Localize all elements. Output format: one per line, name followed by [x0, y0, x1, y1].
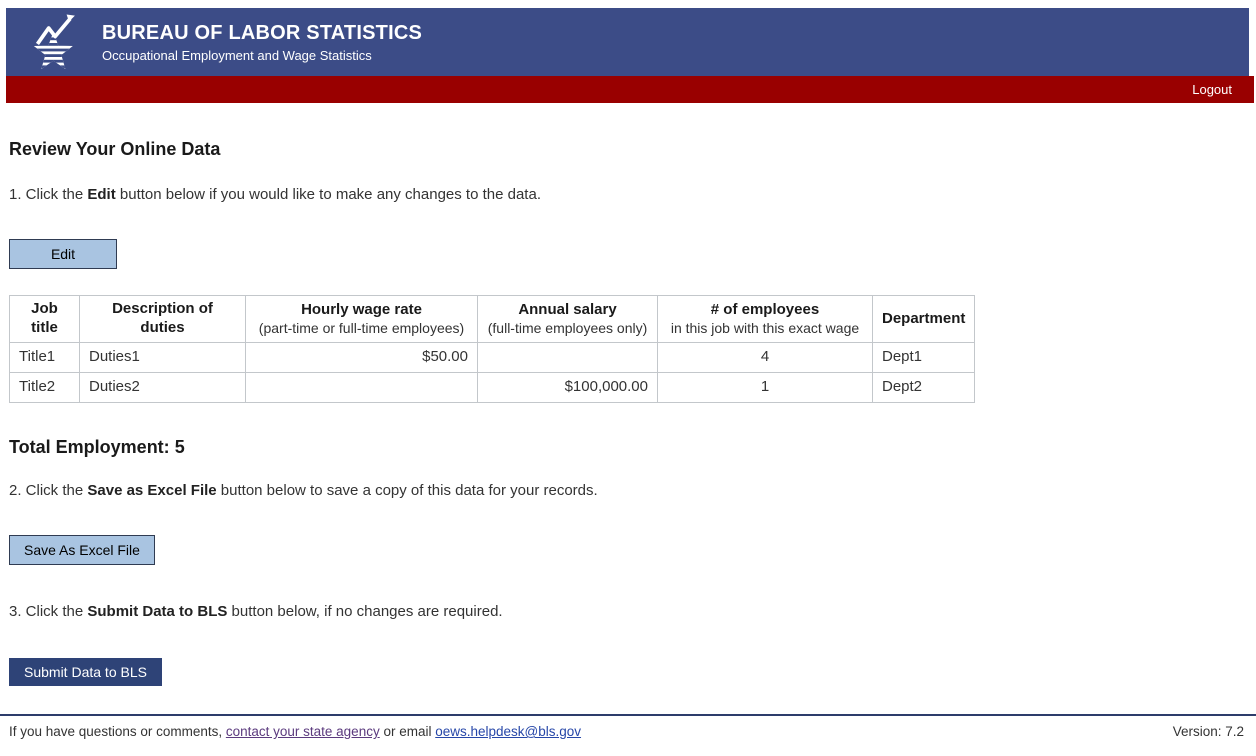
cell-department: Dept1: [871, 342, 976, 373]
bls-header: BUREAU OF LABOR STATISTICS Occupational …: [6, 8, 1249, 76]
col-header-num-employees: # of employees in this job with this exac…: [657, 295, 873, 343]
top-banner: BUREAU OF LABOR STATISTICS Occupational …: [6, 8, 1254, 103]
page-title: Review Your Online Data: [9, 139, 221, 159]
step-3-instruction: 3. Click the Submit Data to BLS button b…: [9, 603, 1247, 620]
step-3-prefix: 3. Click the: [9, 603, 88, 620]
cell-hourly-wage: $50.00: [245, 342, 478, 373]
utility-bar: Logout: [6, 76, 1254, 103]
step-3-bold: Submit Data to BLS: [87, 603, 228, 620]
col-header-annual-salary: Annual salary (full-time employees only): [477, 295, 658, 343]
step-2-prefix: 2. Click the: [9, 482, 88, 499]
cell-num-employees: 4: [657, 342, 873, 373]
step-1-bold: Edit: [87, 186, 116, 203]
footer-middle: or email: [379, 724, 436, 739]
site-subtitle: Occupational Employment and Wage Statist…: [102, 47, 372, 63]
page-footer: If you have questions or comments, conta…: [0, 714, 1256, 739]
header-titles: BUREAU OF LABOR STATISTICS Occupational …: [102, 22, 422, 63]
version-label: Version: 7.2: [1172, 724, 1244, 739]
step-1-instruction: 1. Click the Edit button below if you wo…: [9, 186, 1247, 203]
site-title: BUREAU OF LABOR STATISTICS: [102, 21, 423, 44]
step-2-bold: Save as Excel File: [87, 482, 217, 499]
col-header-department: Department: [871, 295, 976, 343]
table-row: Title2 Duties2 $100,000.00 1 Dept2: [9, 372, 976, 403]
col-header-description: Description of duties: [79, 295, 246, 343]
footer-prefix: If you have questions or comments,: [9, 724, 226, 739]
cell-job-title: Title2: [9, 372, 80, 403]
logout-link[interactable]: Logout: [1192, 82, 1232, 97]
helpdesk-email-link[interactable]: oews.helpdesk@bls.gov: [435, 724, 582, 739]
total-employment: Total Employment: 5: [9, 437, 1247, 458]
cell-annual-salary: $100,000.00: [477, 372, 658, 403]
step-3-suffix: button below, if no changes are required…: [227, 603, 503, 620]
bls-star-logo-icon: [30, 12, 86, 74]
footer-help-text: If you have questions or comments, conta…: [9, 724, 581, 739]
total-employment-value: 5: [174, 437, 185, 457]
cell-description: Duties1: [79, 342, 246, 373]
save-as-excel-button[interactable]: Save As Excel File: [9, 535, 155, 565]
cell-description: Duties2: [79, 372, 246, 403]
total-employment-label: Total Employment:: [9, 437, 170, 457]
edit-button[interactable]: Edit: [9, 239, 117, 269]
col-header-hourly-wage: Hourly wage rate (part-time or full-time …: [245, 295, 478, 343]
step-2-suffix: button below to save a copy of this data…: [216, 482, 598, 499]
state-agency-link[interactable]: contact your state agency: [225, 724, 380, 739]
step-1-prefix: 1. Click the: [9, 186, 88, 203]
step-1-suffix: button below if you would like to make a…: [115, 186, 541, 203]
main-content: Review Your Online Data 1. Click the Edi…: [0, 139, 1256, 686]
cell-hourly-wage: [245, 372, 478, 403]
table-row: Title1 Duties1 $50.00 4 Dept1: [9, 342, 976, 373]
wage-data-table: Job title Description of duties Hourly w…: [9, 295, 976, 403]
cell-department: Dept2: [871, 372, 976, 403]
cell-annual-salary: [477, 342, 658, 373]
cell-job-title: Title1: [9, 342, 80, 373]
step-2-instruction: 2. Click the Save as Excel File button b…: [9, 482, 1247, 499]
table-header-row: Job title Description of duties Hourly w…: [9, 295, 976, 343]
submit-data-button[interactable]: Submit Data to BLS: [9, 658, 162, 686]
cell-num-employees: 1: [657, 372, 873, 403]
col-header-job-title: Job title: [9, 295, 80, 343]
